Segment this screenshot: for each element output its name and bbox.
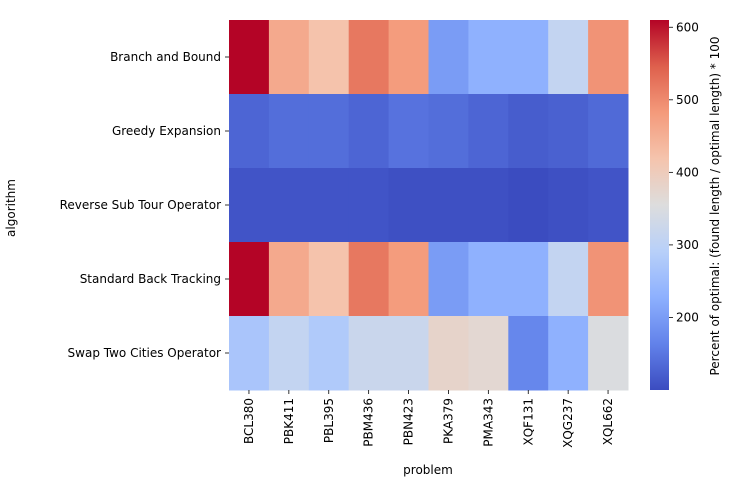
colorbar-label: Percent of optimal: (found length / opti… (708, 36, 722, 375)
heatmap-cell (348, 316, 390, 391)
heatmap-cell (468, 20, 509, 95)
heatmap-cell (229, 242, 270, 317)
heatmap-cell (428, 94, 469, 169)
heatmap-cell (308, 20, 350, 95)
colorbar-tick-label: 200 (676, 310, 699, 324)
heatmap-cell (229, 168, 270, 243)
x-tick-label: PBM436 (362, 398, 376, 447)
heatmap-cell (468, 242, 509, 317)
x-tick-label: XQF131 (521, 398, 535, 445)
heatmap-cell (508, 168, 549, 243)
heatmap-cell (308, 316, 350, 391)
heatmap-cell (388, 168, 429, 243)
heatmap-cell (508, 94, 549, 169)
heatmap-cell (348, 20, 390, 95)
heatmap-cell (548, 316, 589, 391)
heatmap-cell (308, 94, 350, 169)
heatmap-cell (229, 20, 270, 95)
x-tick-label: PBK411 (282, 398, 296, 444)
colorbar-tick-label: 400 (676, 165, 699, 179)
x-tick-label: BCL380 (242, 398, 256, 444)
heatmap-cell (468, 94, 509, 169)
heatmap-cell (268, 20, 310, 95)
heatmap-cell (388, 94, 429, 169)
x-tick-label: XQL662 (601, 398, 615, 445)
heatmap-cell (588, 242, 629, 317)
heatmap-cell (268, 316, 310, 391)
heatmap-cell (548, 20, 589, 95)
colorbar-tick-label: 500 (676, 93, 699, 107)
x-tick-label: PBL395 (322, 398, 336, 443)
heatmap-cell (548, 94, 589, 169)
y-tick-label: Reverse Sub Tour Operator (60, 198, 221, 212)
heatmap-cell (588, 168, 629, 243)
x-axis-ticks: BCL380 PBK411 PBL395 PBM436 PBN423 PKA379 PMA3… (242, 390, 615, 448)
heatmap-cell (468, 168, 509, 243)
x-tick-label: PBN423 (402, 398, 416, 445)
colorbar-tick-label: 600 (676, 20, 699, 34)
heatmap-cell (428, 168, 469, 243)
heatmap-cell (428, 316, 469, 391)
y-tick-label: Swap Two Cities Operator (68, 346, 222, 360)
heatmap-cell (548, 242, 589, 317)
colorbar (650, 20, 669, 390)
heatmap-cell (428, 242, 469, 317)
x-axis-label: problem (403, 463, 453, 477)
y-tick-label: Standard Back Tracking (80, 272, 221, 286)
heatmap-cell (468, 316, 509, 391)
y-axis-label: algorithm (4, 179, 18, 237)
heatmap-cell (348, 242, 390, 317)
heatmap-cell (229, 94, 270, 169)
heatmap-cells (229, 20, 629, 391)
heatmap-cell (428, 20, 469, 95)
heatmap-cell (588, 20, 629, 95)
heatmap-cell (588, 94, 629, 169)
colorbar-ticks: 200 300 400 500 600 (669, 20, 699, 324)
heatmap-cell (508, 316, 549, 391)
heatmap-cell (268, 94, 310, 169)
heatmap-cell (508, 242, 549, 317)
heatmap-cell (308, 242, 350, 317)
heatmap-cell (268, 168, 310, 243)
heatmap-cell (388, 20, 429, 95)
heatmap-cell (229, 316, 270, 391)
heatmap-cell (388, 242, 429, 317)
x-tick-label: PKA379 (441, 398, 455, 444)
colorbar-tick-label: 300 (676, 238, 699, 252)
heatmap-cell (588, 316, 629, 391)
y-tick-label: Branch and Bound (110, 50, 221, 64)
heatmap-cell (348, 94, 390, 169)
heatmap-cell (308, 168, 350, 243)
y-axis-ticks: Branch and Bound Greedy Expansion Reverse … (60, 50, 229, 360)
y-tick-label: Greedy Expansion (112, 124, 221, 138)
x-tick-label: PMA343 (481, 398, 495, 447)
heatmap-cell (348, 168, 390, 243)
heatmap-cell (548, 168, 589, 243)
heatmap-cell (268, 242, 310, 317)
heatmap-cell (508, 20, 549, 95)
x-tick-label: XQG237 (561, 398, 575, 448)
heatmap-cell (388, 316, 429, 391)
